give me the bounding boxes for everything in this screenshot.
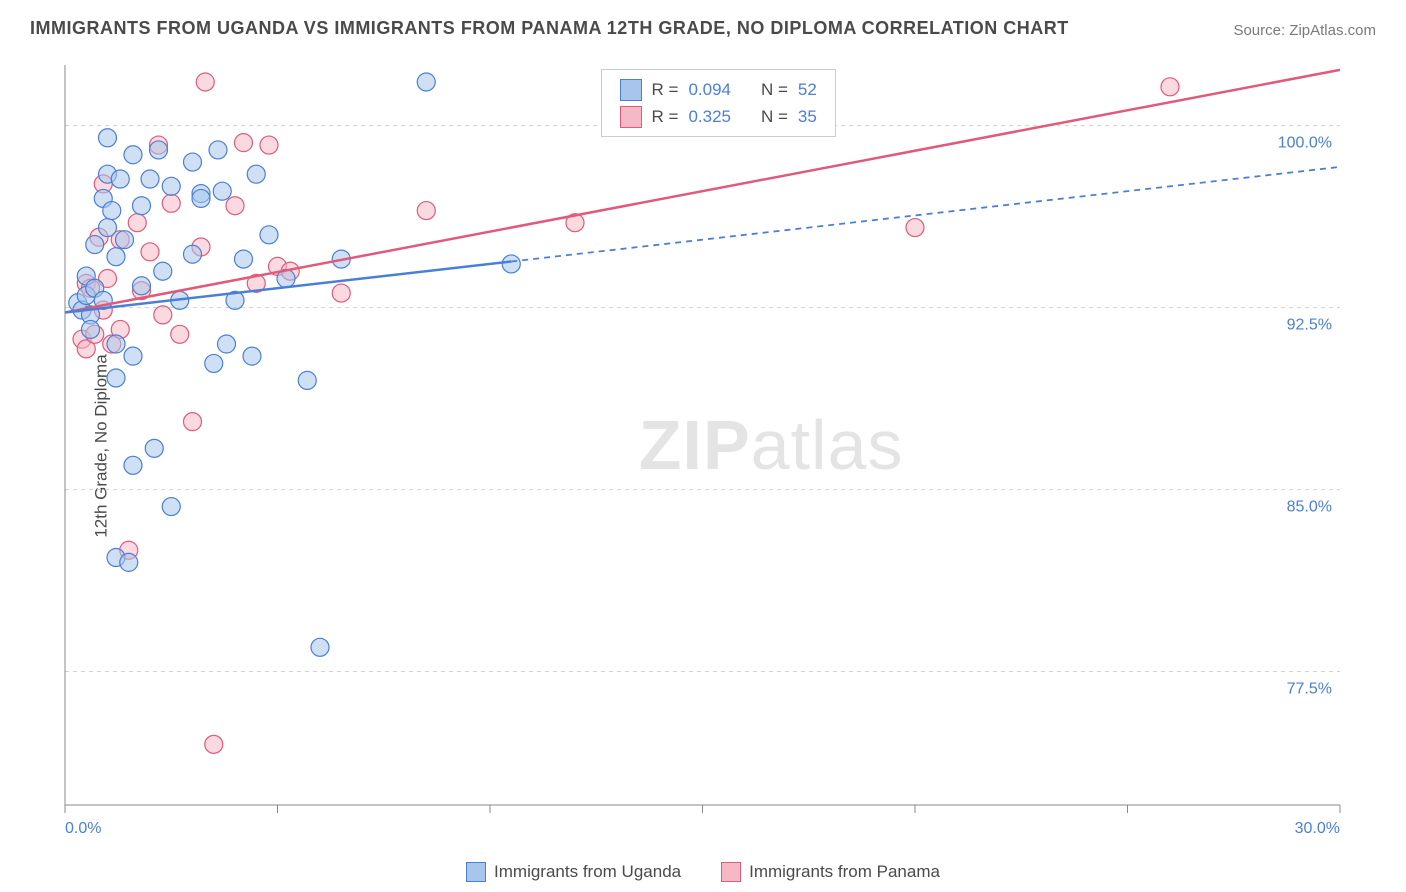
series2-r-value: 0.325 [688,103,731,130]
chart-title: IMMIGRANTS FROM UGANDA VS IMMIGRANTS FRO… [30,18,1069,39]
n-label: N = [761,76,788,103]
series1-swatch [620,79,642,101]
series1-n-value: 52 [798,76,817,103]
legend-item: Immigrants from Uganda [466,862,681,882]
source-attribution: Source: ZipAtlas.com [1233,22,1376,39]
svg-text:0.0%: 0.0% [65,820,101,835]
scatter-chart-svg: 77.5% 85.0% 92.5% 100.0% 0.0% 30.0% [55,55,1365,835]
svg-text:77.5%: 77.5% [1287,681,1332,698]
svg-text:100.0%: 100.0% [1278,135,1332,152]
svg-text:85.0%: 85.0% [1287,499,1332,516]
r-label: R = [652,103,679,130]
series1-r-value: 0.094 [688,76,731,103]
r-label: R = [652,76,679,103]
legend-row: R = 0.094 N = 52 [620,76,817,103]
series2-swatch [721,862,741,882]
svg-text:92.5%: 92.5% [1287,317,1332,334]
series1-label: Immigrants from Uganda [494,862,681,882]
series-legend: Immigrants from Uganda Immigrants from P… [0,862,1406,882]
legend-item: Immigrants from Panama [721,862,940,882]
series2-n-value: 35 [798,103,817,130]
chart-area: 77.5%85.0%92.5%100.0%0.0%30.0% ZIPatlas … [55,55,1365,835]
series1-swatch [466,862,486,882]
n-label: N = [761,103,788,130]
legend-row: R = 0.325 N = 35 [620,103,817,130]
svg-text:30.0%: 30.0% [1295,820,1340,835]
correlation-legend: R = 0.094 N = 52 R = 0.325 N = 35 [601,69,836,137]
series2-label: Immigrants from Panama [749,862,940,882]
series2-swatch [620,106,642,128]
